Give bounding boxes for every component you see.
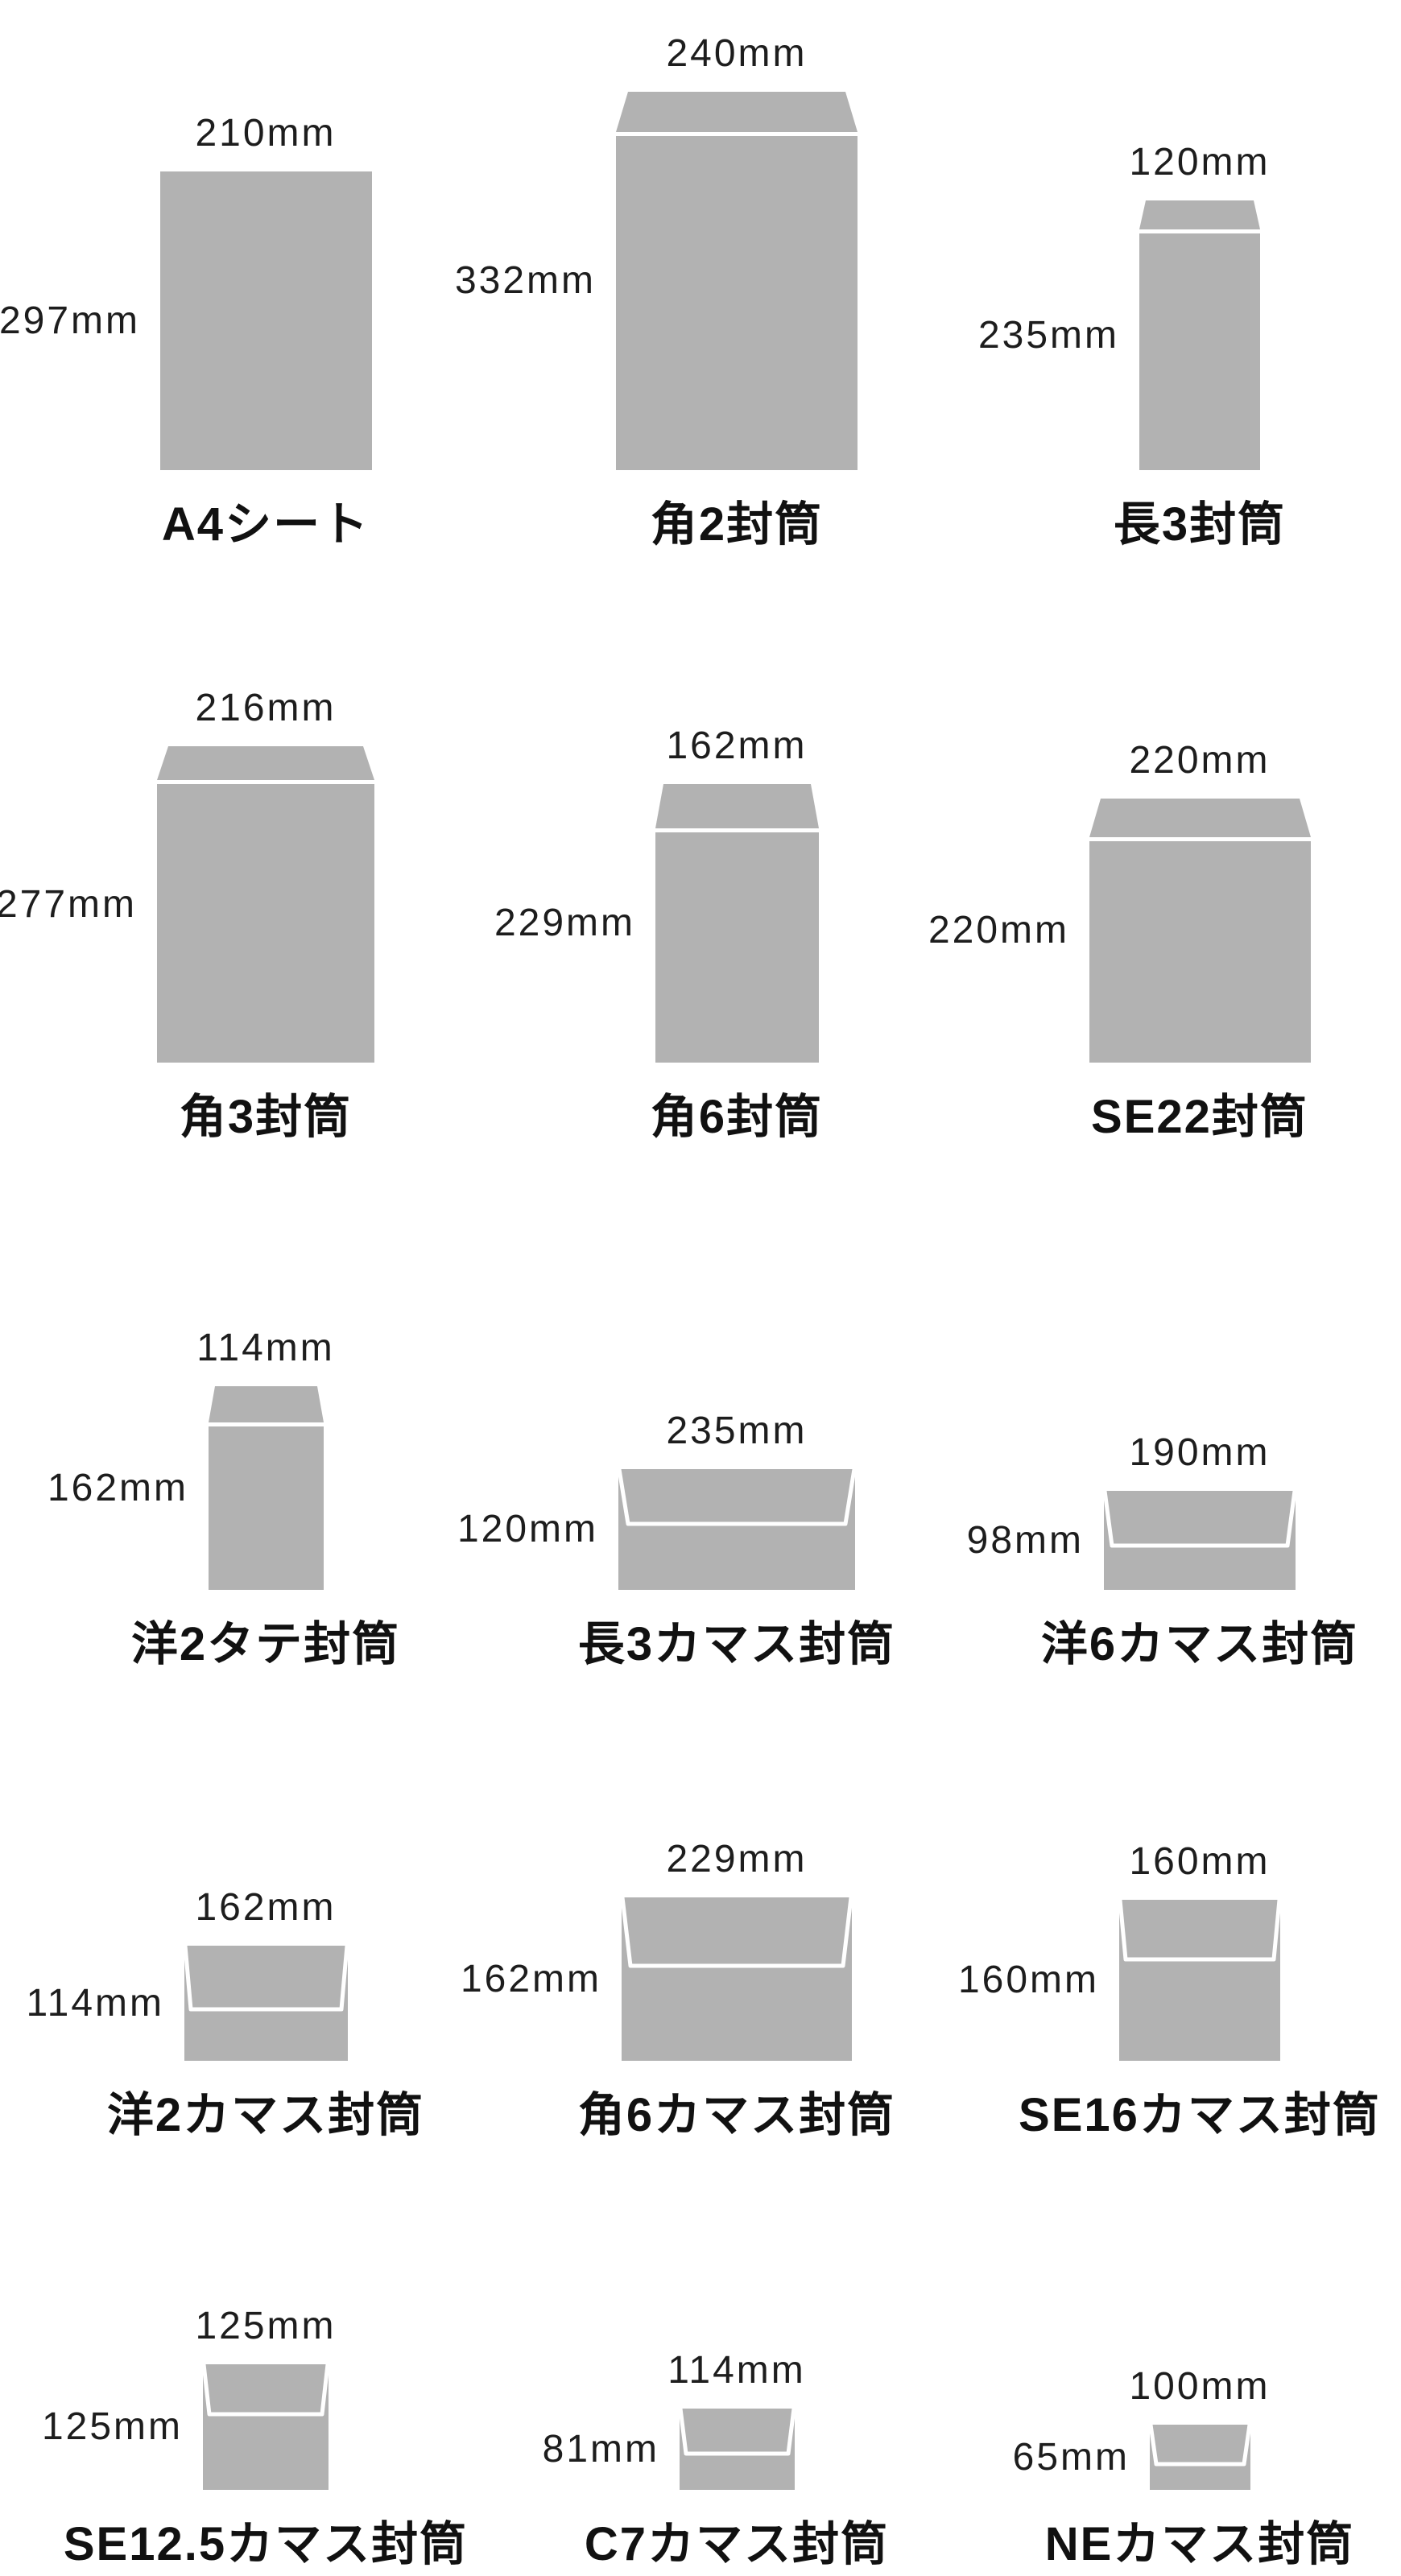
- width-dimension-label: 229mm: [666, 1838, 808, 1880]
- envelope-name-label: 洋2タテ封筒: [130, 1618, 401, 1670]
- envelope-shape: [1104, 1491, 1296, 1590]
- height-dimension-label: 332mm: [454, 259, 596, 302]
- envelope-shape: [616, 92, 858, 470]
- envelope-name-label: 角3封筒: [179, 1091, 353, 1143]
- height-dimension-label: 160mm: [957, 1959, 1099, 2001]
- envelope-name-label: SE12.5カマス封筒: [63, 2518, 469, 2570]
- width-dimension-label: 190mm: [1129, 1431, 1271, 1474]
- width-dimension-label: 100mm: [1129, 2365, 1271, 2408]
- envelope-name-label: 角6カマス封筒: [577, 2089, 896, 2141]
- envelope-name-label: 洋2カマス封筒: [106, 2089, 425, 2141]
- envelope-shape: [1119, 1900, 1280, 2061]
- height-dimension-label: 162mm: [47, 1467, 188, 1509]
- height-dimension-label: 162mm: [460, 1958, 601, 2000]
- height-dimension-label: 114mm: [26, 1982, 164, 2025]
- envelope-shape: [1150, 2425, 1250, 2490]
- height-dimension-label: 98mm: [966, 1519, 1084, 1562]
- envelope-shape: [1139, 200, 1260, 470]
- envelope-shape: [655, 784, 819, 1063]
- envelope-shape: [618, 1469, 855, 1590]
- height-dimension-label: 235mm: [977, 314, 1119, 357]
- envelope-name-label: 長3封筒: [1113, 498, 1287, 551]
- envelope-shape: [157, 746, 374, 1063]
- width-dimension-label: 120mm: [1129, 141, 1271, 184]
- width-dimension-label: 162mm: [195, 1886, 337, 1929]
- height-dimension-label: 220mm: [928, 909, 1069, 952]
- height-dimension-label: 65mm: [1012, 2436, 1130, 2479]
- width-dimension-label: 162mm: [666, 724, 808, 767]
- height-dimension-label: 297mm: [0, 299, 140, 342]
- width-dimension-label: 125mm: [195, 2305, 337, 2347]
- envelope-name-label: 長3カマス封筒: [577, 1618, 896, 1670]
- width-dimension-label: 160mm: [1129, 1840, 1271, 1883]
- envelope-shape: [622, 1897, 852, 2061]
- width-dimension-label: 240mm: [666, 32, 808, 75]
- envelope-shape: [203, 2364, 329, 2490]
- width-dimension-label: 114mm: [667, 2349, 806, 2392]
- width-dimension-label: 216mm: [195, 687, 337, 729]
- height-dimension-label: 81mm: [542, 2428, 659, 2471]
- envelope-shape: [184, 1946, 348, 2061]
- envelope-shape: [209, 1386, 324, 1590]
- width-dimension-label: 114mm: [196, 1327, 335, 1369]
- width-dimension-label: 235mm: [666, 1410, 808, 1452]
- envelope-name-label: A4シート: [161, 498, 370, 551]
- envelope-shape: [160, 171, 372, 470]
- envelope-shape: [680, 2409, 795, 2490]
- envelope-name-label: C7カマス封筒: [584, 2518, 890, 2570]
- envelope-shape: [1089, 799, 1311, 1063]
- width-dimension-label: 210mm: [195, 112, 337, 155]
- height-dimension-label: 277mm: [0, 883, 137, 926]
- envelope-name-label: SE22封筒: [1091, 1091, 1308, 1143]
- envelope-name-label: SE16カマス封筒: [1019, 2089, 1381, 2141]
- envelope-name-label: 角6封筒: [650, 1091, 824, 1143]
- envelope-name-label: 角2封筒: [650, 498, 824, 551]
- height-dimension-label: 229mm: [494, 902, 635, 944]
- height-dimension-label: 125mm: [41, 2405, 183, 2448]
- height-dimension-label: 120mm: [457, 1508, 598, 1550]
- envelope-name-label: NEカマス封筒: [1044, 2518, 1355, 2570]
- envelope-name-label: 洋6カマス封筒: [1040, 1618, 1359, 1670]
- width-dimension-label: 220mm: [1129, 739, 1271, 782]
